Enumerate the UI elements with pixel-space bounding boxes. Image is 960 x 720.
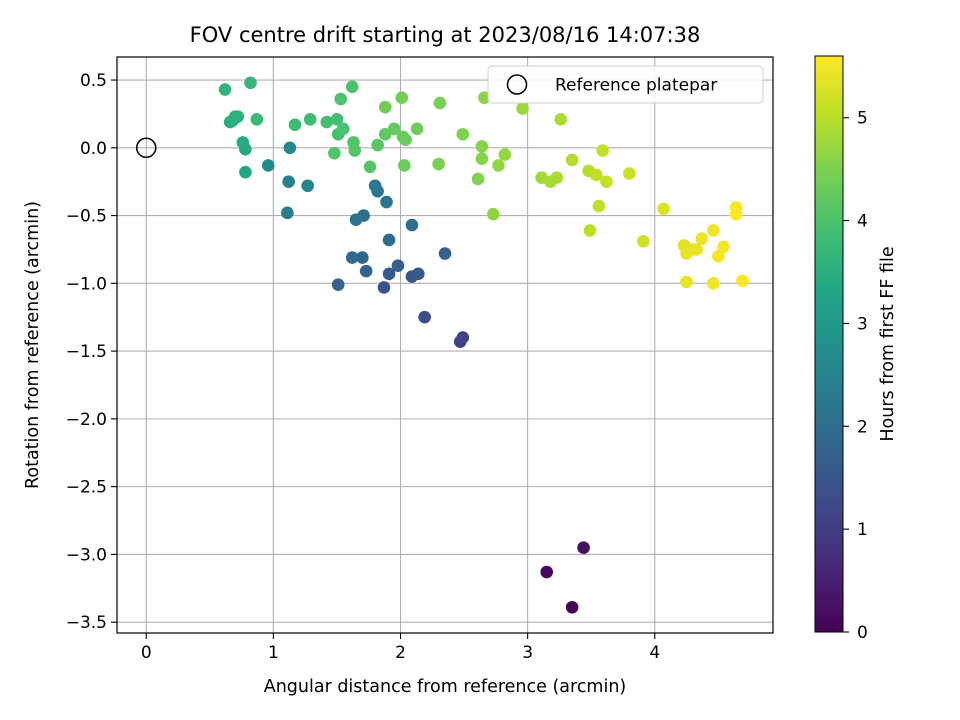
data-point [289,118,302,131]
x-tick-label: 0 [141,643,152,663]
y-tick-label: −3.0 [66,545,107,565]
data-point [337,123,350,136]
data-point [380,196,393,209]
data-point [406,219,419,232]
colorbar-tick-label: 4 [857,212,868,232]
y-tick-label: −1.5 [66,342,107,362]
data-point [328,147,341,160]
data-point [707,277,720,290]
data-point [434,97,447,110]
data-point [239,166,252,179]
data-point [600,175,613,188]
x-tick-label: 1 [268,643,279,663]
data-point [476,140,489,153]
colorbar-tick-label: 5 [857,109,868,129]
data-point [231,110,244,123]
data-point [472,173,485,186]
data-point [346,81,359,94]
data-point [717,240,730,253]
data-point [219,83,232,96]
data-point [637,235,650,248]
data-point [378,281,391,294]
y-tick-label: −0.5 [66,207,107,227]
data-point [736,274,749,287]
y-tick-label: −1.0 [66,274,107,294]
data-point [334,93,347,106]
data-point [398,159,411,172]
data-point [237,136,250,149]
data-point [379,101,392,114]
data-point [395,91,408,104]
data-point [596,144,609,157]
data-point [348,144,361,157]
data-point [476,152,489,165]
colorbar-tick-label: 1 [857,520,868,540]
data-point [418,311,431,324]
data-point [262,159,275,172]
y-tick-label: 0.0 [80,139,107,159]
data-point [392,259,405,272]
x-tick-label: 4 [649,643,660,663]
data-point [346,251,359,264]
data-point [399,133,412,146]
colorbar [815,56,843,632]
colorbar-tick-label: 2 [857,417,868,437]
data-point [432,158,445,171]
data-point [554,113,567,126]
x-tick-label: 3 [522,643,533,663]
data-point [304,113,317,126]
data-point [281,207,294,220]
y-tick-label: 0.5 [80,71,107,91]
data-point [577,541,590,554]
data-point [364,160,377,173]
legend: Reference platepar [488,66,763,103]
data-point [498,148,511,161]
colorbar-tick-label: 0 [857,623,868,643]
data-point [566,154,579,167]
y-axis-label: Rotation from reference (arcmin) [23,201,43,489]
data-point [456,331,469,344]
data-point [350,213,363,226]
data-point [680,276,693,289]
data-point [332,278,345,291]
data-point [623,167,636,180]
data-point [516,102,529,115]
legend-entry-reference-platepar: Reference platepar [555,76,717,96]
data-point [411,123,424,136]
data-point [282,175,295,188]
fov-drift-figure: FOV centre drift starting at 2023/08/16 … [0,0,960,720]
data-point [593,200,606,213]
data-point [360,265,373,278]
data-point [690,243,703,256]
data-point [707,224,720,237]
data-point [383,234,396,247]
data-point [566,601,579,614]
x-tick-label: 2 [395,643,406,663]
data-point [244,76,257,89]
data-point [584,224,597,237]
data-point [540,566,553,579]
y-tick-label: −3.5 [66,613,107,633]
data-point [251,113,264,126]
data-point [657,202,670,215]
chart-title: FOV centre drift starting at 2023/08/16 … [190,23,701,47]
data-point [371,139,384,152]
data-point [301,179,314,192]
data-point [439,247,452,260]
data-point [412,268,425,281]
data-point [551,171,564,184]
y-tick-label: −2.0 [66,410,107,430]
x-axis-label: Angular distance from reference (arcmin) [264,677,627,697]
data-point [284,142,297,155]
data-point [487,208,500,221]
data-point [696,232,709,245]
colorbar-label: Hours from first FF file [878,246,898,441]
data-point [492,159,505,172]
data-point [369,179,382,192]
data-point [456,128,469,141]
y-tick-label: −2.5 [66,478,107,498]
colorbar-tick-label: 3 [857,314,868,334]
data-point [730,208,743,221]
